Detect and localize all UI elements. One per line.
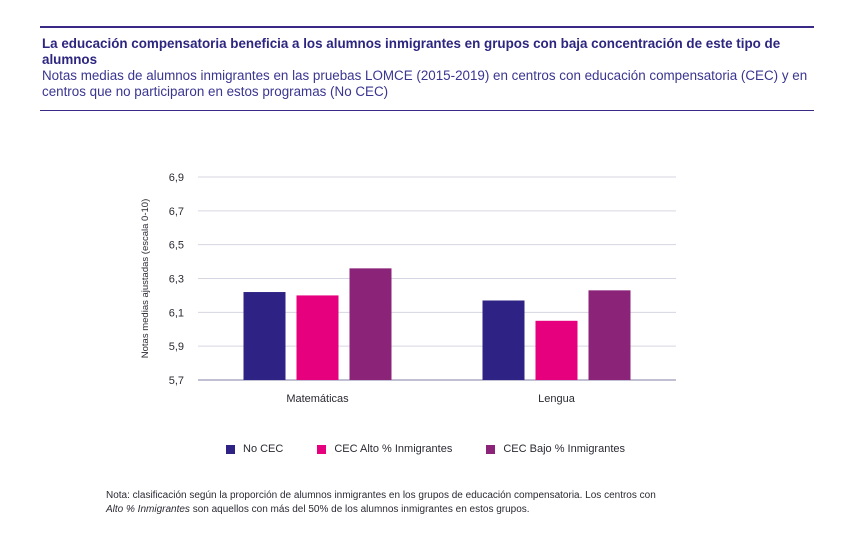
header-top-rule bbox=[40, 26, 814, 28]
chart-subtitle: Notas medias de alumnos inmigrantes en l… bbox=[42, 68, 808, 99]
x-category-label: Lengua bbox=[538, 393, 576, 405]
y-tick-label: 5,7 bbox=[169, 375, 184, 387]
bar bbox=[296, 295, 339, 380]
header-bottom-rule bbox=[40, 110, 814, 111]
legend-label-cec-alto: CEC Alto % Inmigrantes bbox=[334, 443, 453, 455]
footnote-prefix: Nota: clasificación según la proporción … bbox=[106, 490, 656, 501]
footnote-suffix: son aquellos con más del 50% de los alum… bbox=[189, 504, 530, 515]
legend-swatch-no-cec bbox=[226, 444, 235, 454]
y-tick-label: 6,5 bbox=[169, 240, 184, 252]
bar bbox=[243, 292, 286, 380]
x-category-label: Matemáticas bbox=[286, 393, 349, 405]
bar-chart: 5,7 5,9 6,1 6,3 6,5 6,7 6,9 Notas medias ajusta… bbox=[140, 172, 676, 405]
bar bbox=[535, 320, 578, 380]
legend-item-cec-alto: CEC Alto % Inmigrantes bbox=[317, 443, 452, 455]
chart-legend: No CEC CEC Alto % Inmigrantes CEC Bajo %… bbox=[226, 443, 625, 455]
footnote-emphasis: Alto % Inmigrantes bbox=[106, 504, 190, 515]
y-tick-label: 6,9 bbox=[169, 172, 184, 184]
legend-label-cec-bajo: CEC Bajo % Inmigrantes bbox=[503, 443, 626, 455]
bar bbox=[349, 268, 392, 380]
legend-swatch-cec-alto bbox=[317, 444, 327, 454]
legend-item-no-cec: No CEC bbox=[226, 443, 283, 455]
legend-label-no-cec: No CEC bbox=[243, 443, 284, 455]
footnote: Nota: clasificación según la proporción … bbox=[106, 489, 786, 517]
y-tick-label: 6,3 bbox=[169, 274, 184, 286]
y-tick-label: 6,1 bbox=[169, 307, 184, 319]
y-tick-label: 5,9 bbox=[169, 341, 184, 353]
bar bbox=[588, 290, 631, 380]
legend-swatch-cec-bajo bbox=[486, 444, 496, 454]
bar bbox=[482, 300, 525, 380]
y-axis-title: Notas medias ajustadas (escala 0-10) bbox=[140, 199, 151, 358]
chart-title: La educación compensatoria beneficia a l… bbox=[42, 36, 781, 67]
y-tick-label: 6,7 bbox=[169, 206, 184, 218]
legend-item-cec-bajo: CEC Bajo % Inmigrantes bbox=[486, 443, 625, 455]
